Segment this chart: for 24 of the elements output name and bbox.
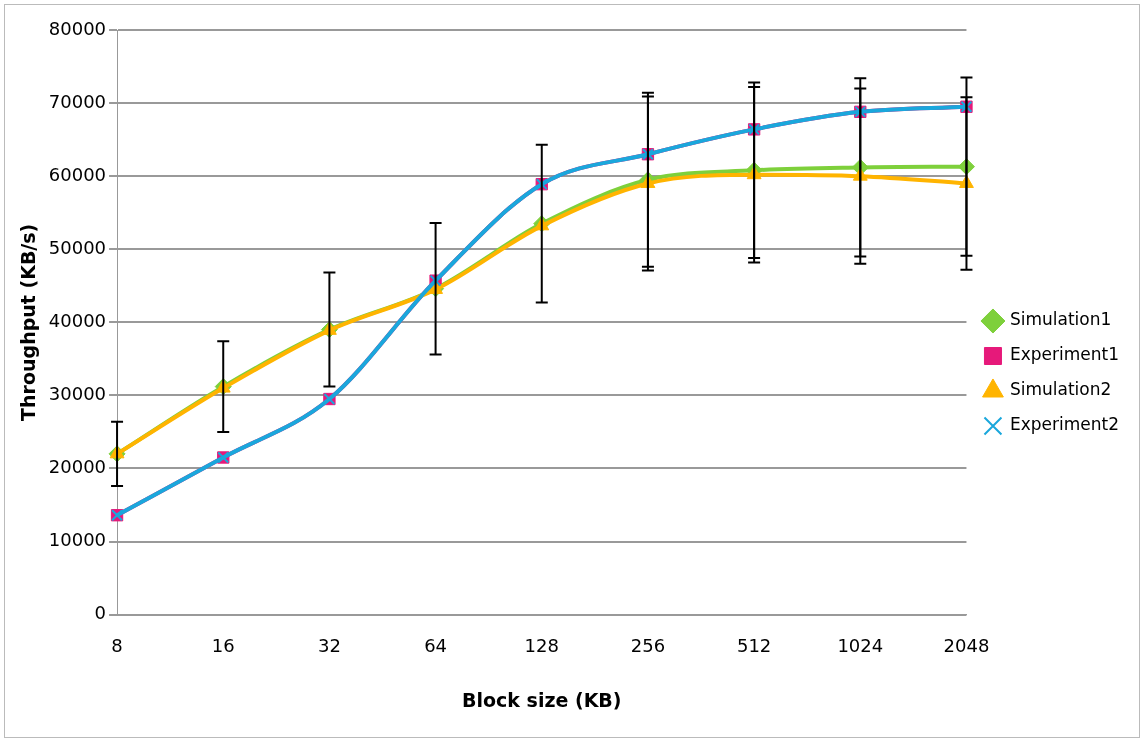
x-tick-label: 2048 [943,635,990,657]
y-tick-label: 60000 [48,163,107,185]
legend-label: Experiment2 [1009,414,1120,435]
y-tick-label: 70000 [48,90,107,112]
x-tick-label: 512 [736,635,772,657]
legend-label: Simulation1 [1009,309,1112,330]
y-tick-label: 10000 [48,529,107,551]
x-tick-label: 1024 [837,635,884,657]
x-axis-title: Block size (KB) [462,688,622,711]
x-tick-label: 8 [111,635,123,657]
x-tick-label: 128 [524,635,559,657]
y-tick-label: 80000 [48,17,107,39]
x-tick-label: 64 [424,635,448,657]
x-tick-label: 16 [211,635,235,657]
y-tick-label: 50000 [48,236,107,258]
y-tick-label: 20000 [48,456,107,478]
legend-label: Simulation2 [1009,379,1112,400]
y-axis-title: Throughput (KB/s) [17,223,40,421]
legend-label: Experiment1 [1009,344,1120,365]
y-tick-label: 0 [94,602,107,624]
x-tick-label: 32 [317,635,341,657]
y-tick-label: 40000 [48,309,107,331]
x-tick-label: 256 [630,635,666,657]
y-tick-label: 30000 [48,383,107,405]
